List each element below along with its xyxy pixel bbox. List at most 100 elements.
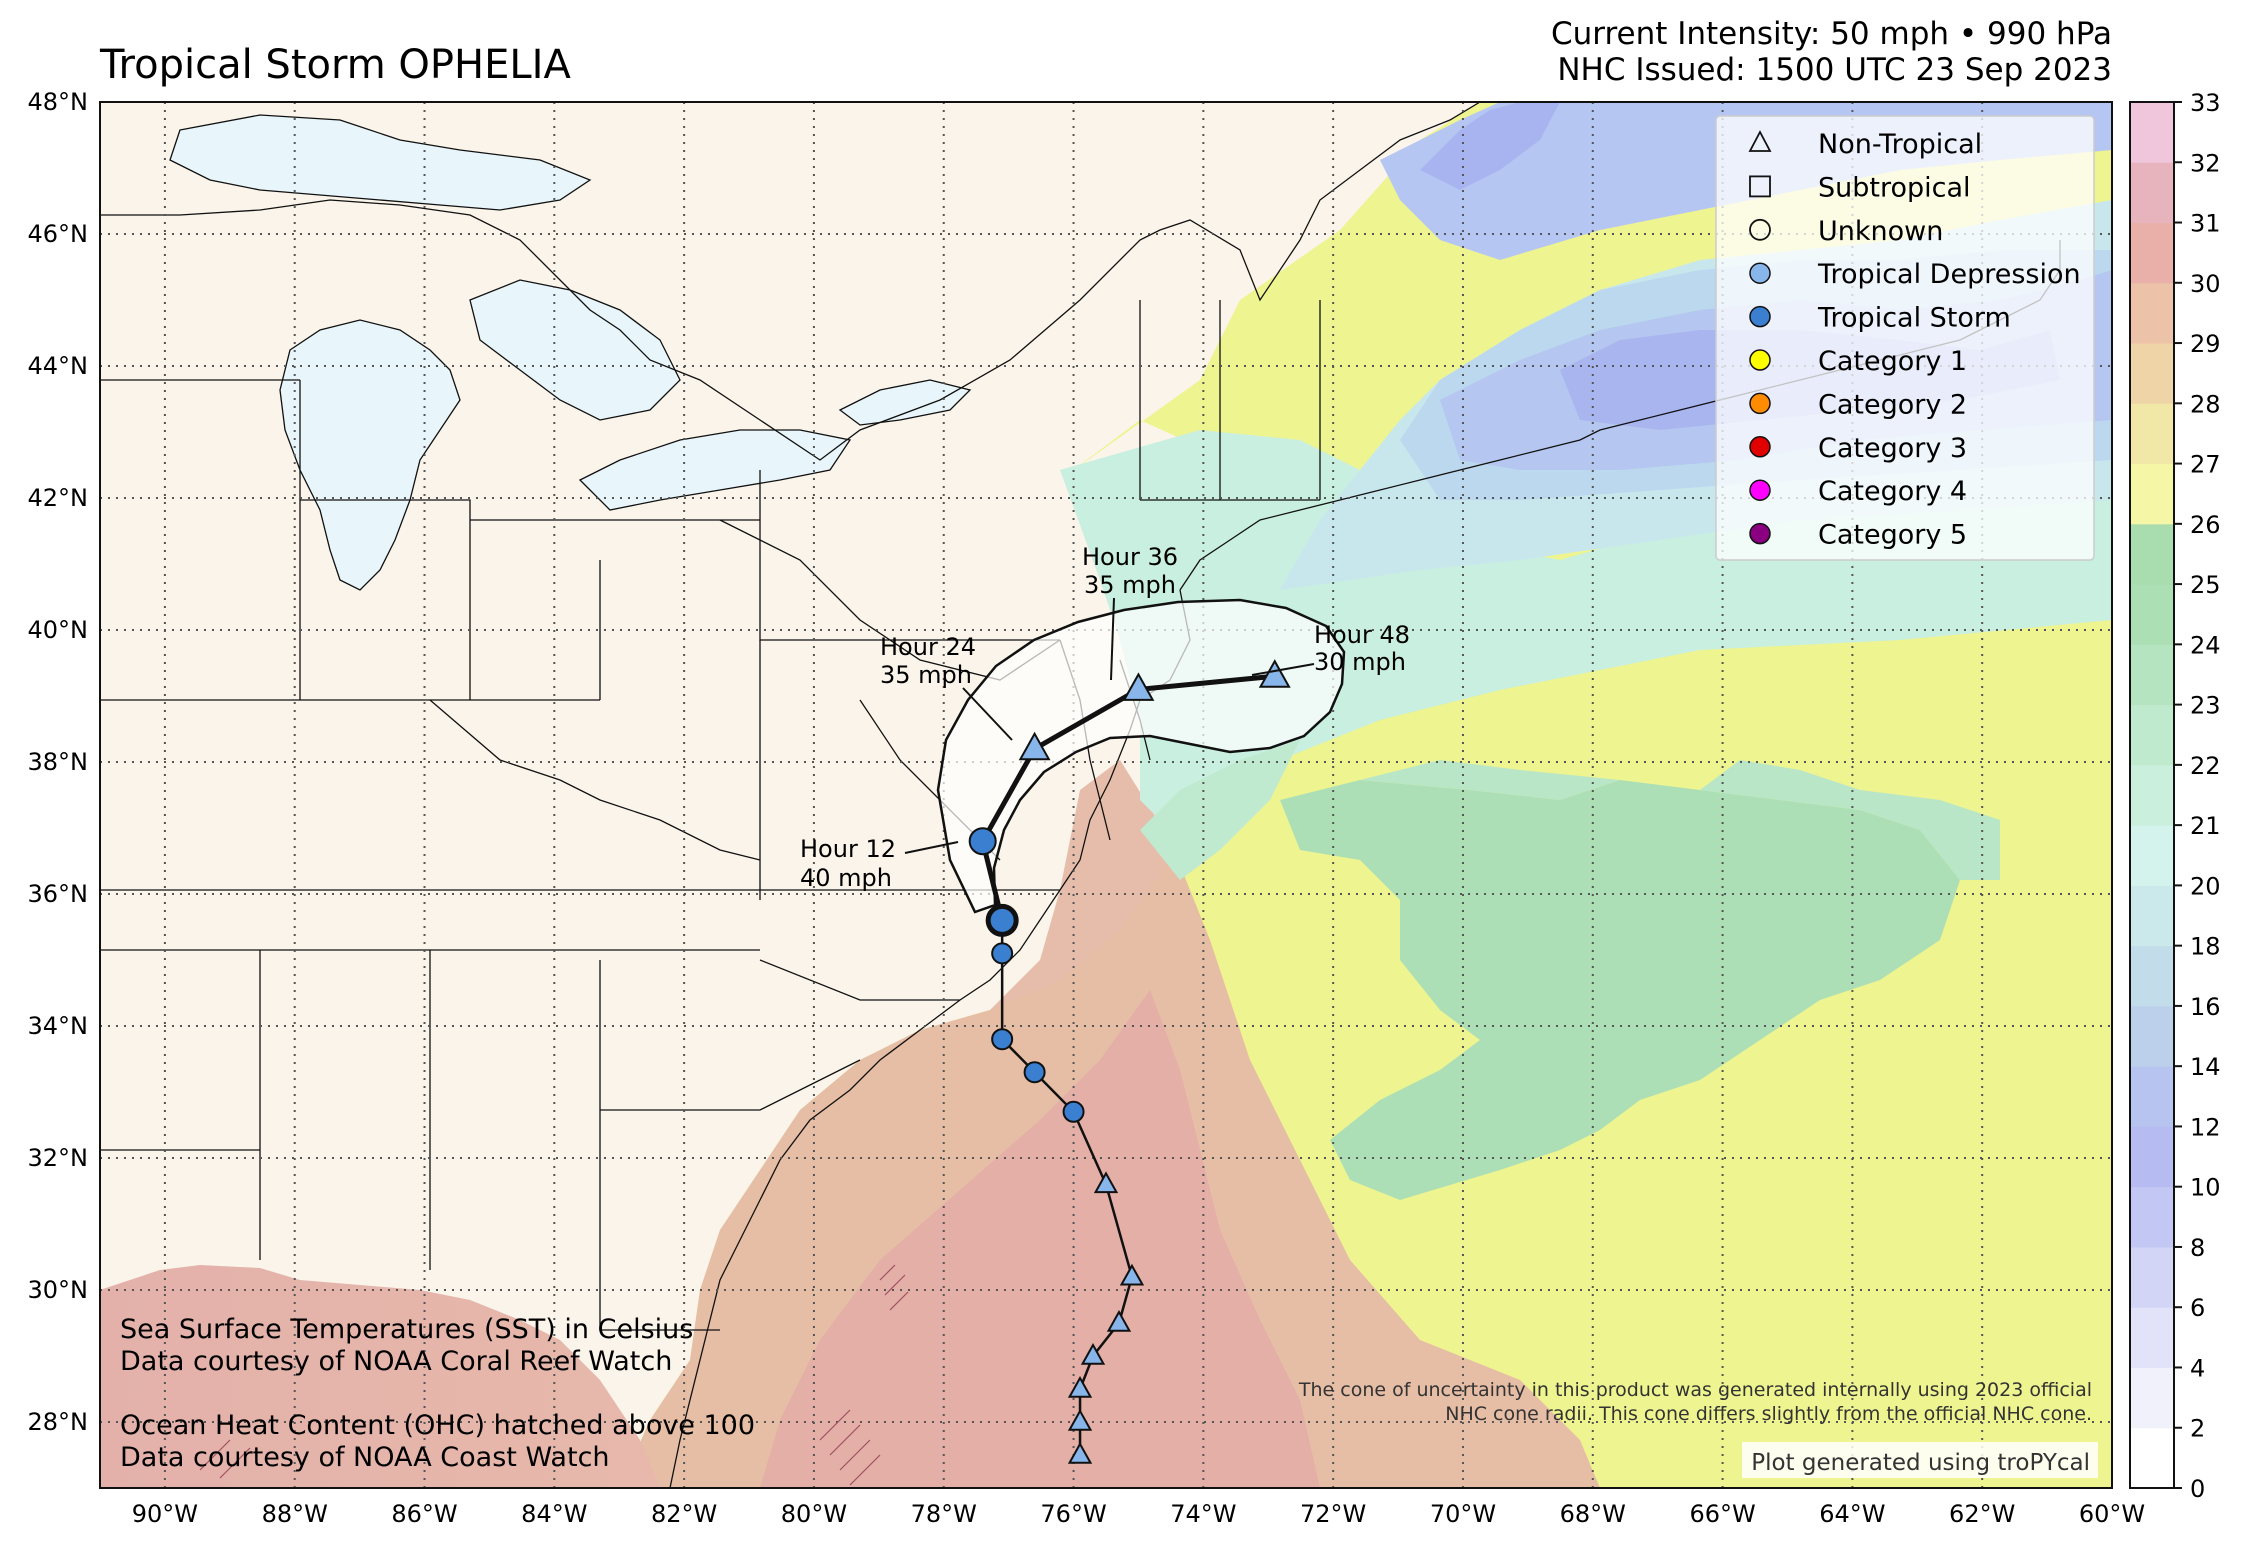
legend-label: Category 2 bbox=[1818, 389, 1967, 420]
colorbar-tick-label: 26 bbox=[2190, 511, 2221, 539]
leader-hour-12 bbox=[904, 841, 959, 854]
lon-tick-label: 80°W bbox=[781, 1500, 847, 1528]
colorbar-tick-label: 2 bbox=[2190, 1415, 2205, 1443]
legend-label: Category 4 bbox=[1818, 476, 1967, 507]
colorbar-band bbox=[2130, 523, 2174, 585]
forecast-point bbox=[1258, 659, 1291, 688]
lon-tick-label: 78°W bbox=[911, 1500, 977, 1528]
legend-label: Category 5 bbox=[1818, 520, 1967, 551]
colorbar-band bbox=[2130, 1246, 2174, 1308]
colorbar-tick-label: 24 bbox=[2190, 631, 2221, 659]
legend: Non-Tropical Subtropical Unknown Tropical D… bbox=[1715, 115, 2095, 561]
lat-tick-label: 30°N bbox=[28, 1276, 89, 1304]
lon-tick-label: 60°W bbox=[2079, 1500, 2145, 1528]
colorbar-band bbox=[2130, 463, 2174, 525]
lat-tick-label: 36°N bbox=[28, 880, 89, 908]
lat-tick-label: 34°N bbox=[28, 1012, 89, 1040]
legend-marker-circle bbox=[1749, 479, 1771, 501]
colorbar-tick-label: 0 bbox=[2190, 1475, 2205, 1503]
ohc-note-line-1: Ocean Heat Content (OHC) hatched above 1… bbox=[120, 1410, 755, 1441]
forecast-label-hour-12: Hour 12 bbox=[800, 835, 896, 863]
legend-label: Category 3 bbox=[1818, 433, 1967, 464]
legend-marker-circle bbox=[1749, 392, 1771, 415]
ohc-note-line-2: Data courtesy of NOAA Coast Watch bbox=[120, 1442, 610, 1473]
colorbar-tick-label: 21 bbox=[2190, 812, 2221, 840]
past-track-point bbox=[1093, 1171, 1119, 1194]
colorbar-tick-label: 4 bbox=[2190, 1354, 2205, 1382]
colorbar-tick-label: 10 bbox=[2190, 1174, 2221, 1202]
colorbar-band bbox=[2130, 1126, 2174, 1188]
legend-label: Tropical Depression bbox=[1817, 259, 2081, 290]
colorbar-band bbox=[2130, 282, 2174, 344]
lon-tick-label: 70°W bbox=[1430, 1500, 1496, 1528]
legend-label: Unknown bbox=[1818, 216, 1943, 247]
colorbar-band bbox=[2130, 1307, 2174, 1368]
current-position-marker bbox=[985, 903, 1019, 937]
colorbar-band bbox=[2130, 945, 2174, 1007]
colorbar-band bbox=[2130, 825, 2174, 886]
colorbar-frame bbox=[2129, 101, 2175, 1489]
colorbar-band bbox=[2130, 885, 2174, 947]
colorbar-tick-label: 32 bbox=[2190, 149, 2221, 177]
lon-tick-label: 76°W bbox=[1040, 1500, 1106, 1528]
colorbar-tick-label: 18 bbox=[2190, 933, 2221, 961]
colorbar-band bbox=[2130, 764, 2174, 826]
legend-box bbox=[1715, 115, 2095, 561]
colorbar-band bbox=[2130, 644, 2174, 706]
sst-colorbar: 0246810121416182021222324252627282930313… bbox=[2129, 89, 2221, 1503]
lon-tick-label: 62°W bbox=[1949, 1500, 2015, 1528]
colorbar-band bbox=[2130, 102, 2174, 163]
lat-tick-label: 46°N bbox=[28, 220, 89, 248]
lat-tick-label: 40°N bbox=[28, 616, 89, 644]
lon-tick-label: 82°W bbox=[651, 1500, 717, 1528]
colorbar-tick-label: 30 bbox=[2190, 270, 2221, 298]
colorbar-tick-label: 14 bbox=[2190, 1053, 2221, 1081]
legend-marker-circle bbox=[1749, 305, 1771, 328]
cone-note-line-2: NHC cone radii. This cone differs slight… bbox=[1445, 1403, 2092, 1425]
colorbar-tick-label: 27 bbox=[2190, 451, 2221, 479]
colorbar-tick-label: 8 bbox=[2190, 1234, 2205, 1262]
colorbar-tick-label: 22 bbox=[2190, 752, 2221, 780]
past-track-point bbox=[1119, 1263, 1145, 1286]
past-track-point bbox=[991, 942, 1014, 965]
lat-tick-label: 28°N bbox=[28, 1408, 89, 1436]
lon-tick-label: 64°W bbox=[1819, 1500, 1885, 1528]
latitude-tick-labels: 48°N 46°N 44°N 42°N 40°N 38°N 36°N 34°N 32°N 30°N… bbox=[28, 88, 89, 1436]
sst-note-line-2: Data courtesy of NOAA Coral Reef Watch bbox=[120, 1346, 672, 1377]
colorbar-tick-label: 6 bbox=[2190, 1294, 2205, 1322]
colorbar-tick-label: 31 bbox=[2190, 210, 2221, 238]
credit-text: Plot generated using troPYcal bbox=[1751, 1450, 2090, 1476]
lat-tick-label: 44°N bbox=[28, 352, 89, 380]
lon-tick-label: 86°W bbox=[391, 1500, 457, 1528]
map-frame bbox=[99, 101, 2113, 1489]
colorbar-band bbox=[2130, 162, 2174, 224]
colorbar-tick-label: 23 bbox=[2190, 692, 2221, 720]
cone-note-line-1: The cone of uncertainty in this product … bbox=[1298, 1379, 2092, 1401]
forecast-label-hour-36: Hour 36 bbox=[1082, 543, 1178, 571]
colorbar-band bbox=[2130, 704, 2174, 766]
ohc-hatching bbox=[199, 1264, 909, 1486]
colorbar-tick-label: 25 bbox=[2190, 571, 2221, 599]
lon-tick-label: 74°W bbox=[1170, 1500, 1236, 1528]
boundaries bbox=[100, 102, 2061, 1488]
past-track-point bbox=[1067, 1441, 1093, 1464]
lat-tick-label: 38°N bbox=[28, 748, 89, 776]
past-track-point bbox=[1062, 1100, 1085, 1123]
lon-tick-label: 90°W bbox=[132, 1500, 198, 1528]
past-track-point bbox=[1067, 1408, 1093, 1431]
past-track-point bbox=[991, 1028, 1014, 1051]
great-lakes bbox=[169, 114, 972, 591]
forecast-wind-hour-24: 35 mph bbox=[880, 661, 972, 689]
lat-tick-label: 48°N bbox=[28, 88, 89, 116]
forecast-label-hour-48: Hour 48 bbox=[1314, 621, 1410, 649]
track-markers bbox=[968, 659, 1291, 1464]
colorbar-band bbox=[2130, 1005, 2174, 1067]
data-notes: Sea Surface Temperatures (SST) in Celsiu… bbox=[120, 1314, 2098, 1478]
lon-tick-label: 68°W bbox=[1560, 1500, 1626, 1528]
colorbar-band bbox=[2130, 1186, 2174, 1248]
forecast-label-hour-24: Hour 24 bbox=[880, 633, 976, 661]
legend-marker-square bbox=[1749, 175, 1771, 198]
colorbar-band bbox=[2130, 1427, 2174, 1489]
